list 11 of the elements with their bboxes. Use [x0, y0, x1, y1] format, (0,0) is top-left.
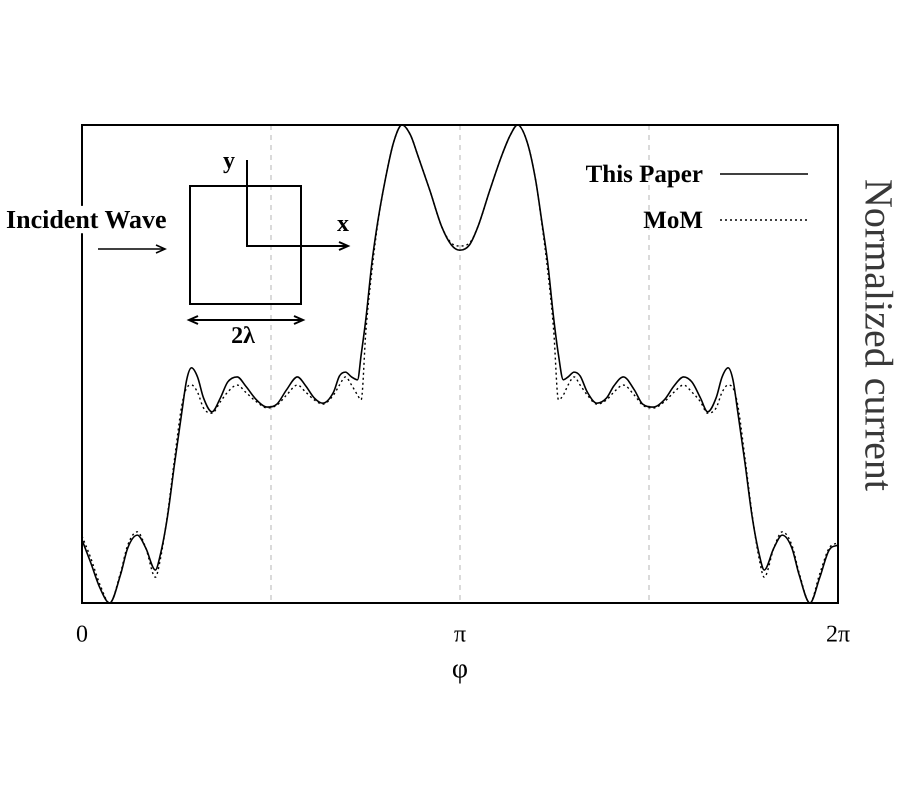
legend-label: This Paper	[586, 161, 703, 188]
y-axis-title: Normalized current	[856, 178, 900, 492]
x-tick-label: 0	[76, 622, 88, 648]
x-axis-title: φ	[452, 654, 468, 685]
annotation: 2λ	[231, 323, 256, 349]
annotation: y	[223, 148, 235, 174]
annotation: x	[337, 211, 349, 237]
x-tick-label: π	[454, 622, 466, 648]
annotation: Incident Wave	[6, 205, 167, 234]
x-tick-label: 2π	[826, 622, 850, 648]
legend-label: MoM	[643, 207, 703, 234]
